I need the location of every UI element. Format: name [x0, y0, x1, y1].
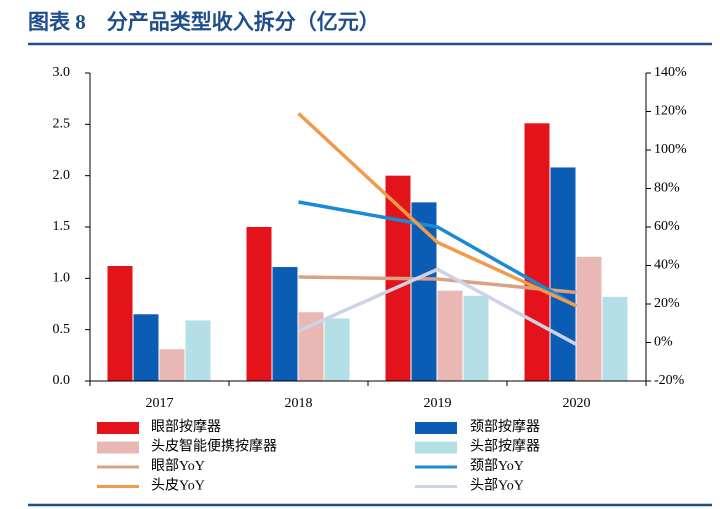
bar — [107, 266, 133, 381]
bar — [550, 167, 576, 381]
legend-label: 头部YoY — [470, 478, 524, 494]
legend-swatch — [97, 441, 139, 454]
bar — [272, 267, 298, 381]
legend-swatch — [415, 422, 457, 434]
legend-swatch — [97, 422, 139, 434]
x-tick-label: 2020 — [563, 396, 591, 411]
bar — [133, 314, 159, 381]
y2-tick-label: 20% — [654, 296, 680, 311]
legend-label: 头皮YoY — [151, 478, 205, 494]
line-series — [297, 267, 578, 346]
y2-tick-label: 0% — [654, 335, 673, 350]
bar — [324, 318, 350, 381]
bar — [437, 290, 463, 381]
y-tick-label: 1.0 — [53, 271, 71, 286]
line-series — [298, 275, 577, 295]
y-tick-label: 3.0 — [53, 65, 71, 80]
y-tick-label: 2.0 — [53, 168, 71, 183]
bar — [159, 349, 185, 381]
legend-label: 眼部按摩器 — [151, 418, 221, 435]
legend-label: 眼部YoY — [151, 458, 205, 474]
bar — [602, 296, 628, 381]
chart-title: 图表 8 分产品类型收入拆分（亿元） — [28, 10, 380, 34]
legend-swatch — [415, 441, 457, 454]
line-series — [298, 200, 578, 308]
y2-tick-label: -20% — [654, 373, 685, 388]
bar — [576, 256, 602, 381]
y2-tick-label: 120% — [654, 104, 687, 119]
legend-label: 颈部YoY — [470, 458, 524, 474]
bar — [463, 295, 489, 381]
x-tick-label: 2018 — [285, 396, 313, 411]
y2-tick-label: 80% — [654, 181, 680, 196]
y2-tick-label: 40% — [654, 258, 680, 273]
y2-tick-label: 100% — [654, 142, 687, 157]
line-series — [297, 112, 578, 308]
y-tick-label: 1.5 — [53, 219, 71, 234]
y2-tick-label: 60% — [654, 219, 680, 234]
x-tick-label: 2017 — [146, 396, 174, 411]
x-tick-label: 2019 — [424, 396, 452, 411]
legend-label: 颈部按摩器 — [470, 418, 540, 435]
y-tick-label: 0.5 — [53, 322, 71, 337]
bar — [185, 320, 211, 381]
legend-label: 头部按摩器 — [470, 438, 540, 455]
bar — [246, 227, 272, 381]
y-tick-label: 0.0 — [53, 373, 71, 388]
legend-label: 头皮智能便携按摩器 — [151, 438, 277, 455]
y-tick-label: 2.5 — [53, 117, 71, 132]
bar — [524, 123, 550, 381]
y2-tick-label: 140% — [654, 65, 687, 80]
